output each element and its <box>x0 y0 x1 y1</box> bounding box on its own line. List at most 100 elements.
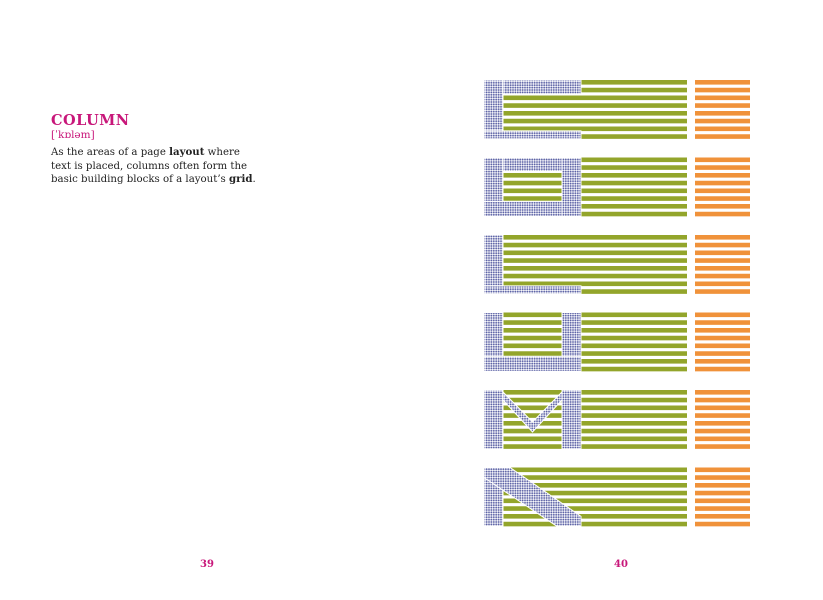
green-column-line <box>503 312 687 318</box>
orange-column-line <box>695 173 750 178</box>
orange-column-line <box>695 506 750 511</box>
green-column-line <box>503 157 687 163</box>
green-column-line <box>503 235 687 240</box>
entry-term: COLUMN <box>51 112 130 129</box>
green-column-line <box>503 266 687 271</box>
orange-column-line <box>695 235 750 240</box>
green-column-line <box>503 242 687 248</box>
green-column-line <box>503 436 687 442</box>
orange-column-line <box>695 490 750 496</box>
orange-column-line <box>695 467 750 473</box>
letter-u-block <box>483 312 750 372</box>
green-column-line <box>503 87 687 93</box>
orange-column-line <box>695 428 750 434</box>
definition-text: where text is placed, columns often form… <box>51 147 248 185</box>
orange-column-line <box>695 335 750 341</box>
orange-column-line <box>695 180 750 186</box>
green-column-line <box>503 118 687 124</box>
green-column-line <box>503 397 687 403</box>
green-column-line <box>503 95 687 101</box>
orange-column-line <box>695 312 750 318</box>
green-column-line <box>503 126 687 132</box>
green-column-line <box>503 211 687 217</box>
orange-column-line <box>695 498 750 504</box>
letter-n-block <box>483 467 750 527</box>
orange-column-line <box>695 289 750 294</box>
orange-column-line <box>695 242 750 248</box>
orange-column-line <box>695 266 750 271</box>
green-column-line <box>503 405 687 411</box>
green-column-line <box>503 351 687 356</box>
green-column-line <box>503 343 687 349</box>
green-column-line <box>503 521 687 527</box>
orange-column-line <box>695 320 750 325</box>
orange-column-line <box>695 421 750 426</box>
orange-column-line <box>695 196 750 201</box>
orange-column-line <box>695 351 750 356</box>
orange-column-line <box>695 397 750 403</box>
green-column-line <box>503 514 687 519</box>
orange-column-line <box>695 204 750 209</box>
green-column-line <box>503 467 687 473</box>
letter-m-block <box>483 389 750 450</box>
green-column-line <box>503 444 687 449</box>
green-column-line <box>503 188 687 194</box>
orange-column-line <box>695 405 750 411</box>
green-column-line <box>503 281 687 287</box>
green-column-line <box>503 180 687 186</box>
green-column-line <box>503 320 687 325</box>
letter-stroke <box>483 467 582 527</box>
green-column-line <box>503 196 687 201</box>
definition-text: . <box>252 174 256 185</box>
green-column-line <box>503 204 687 209</box>
orange-column-line <box>695 413 750 418</box>
green-column-line <box>503 289 687 294</box>
orange-column-line <box>695 250 750 256</box>
letter-stroke <box>483 389 504 450</box>
orange-column-line <box>695 359 750 364</box>
orange-column-line <box>695 95 750 101</box>
green-column-line <box>503 111 687 116</box>
definition-keyword: grid <box>229 173 253 185</box>
letter-stroke <box>483 234 504 295</box>
green-column-line <box>503 421 687 426</box>
green-column-line <box>503 483 687 488</box>
orange-column-line <box>695 111 750 116</box>
definition-keyword: layout <box>169 146 205 158</box>
letter-stroke <box>561 389 582 450</box>
green-column-line <box>503 250 687 256</box>
letter-c-block <box>483 79 750 140</box>
letter-stroke <box>483 285 582 295</box>
green-column-line <box>503 390 687 395</box>
green-column-line <box>503 498 687 504</box>
green-column-line <box>503 273 687 279</box>
green-column-line <box>503 428 687 434</box>
orange-column-line <box>695 328 750 333</box>
orange-column-line <box>695 134 750 139</box>
orange-column-line <box>695 118 750 124</box>
orange-column-line <box>695 87 750 93</box>
definition-text: As the areas of a page <box>51 147 170 158</box>
green-column-line <box>503 366 687 372</box>
green-column-line <box>503 165 687 170</box>
orange-column-line <box>695 258 750 263</box>
orange-column-line <box>695 343 750 349</box>
column-letters-illustration <box>483 79 750 527</box>
orange-column-line <box>695 165 750 170</box>
green-column-line <box>503 413 687 418</box>
orange-column-line <box>695 273 750 279</box>
orange-column-line <box>695 157 750 163</box>
letter-stroke <box>483 355 582 372</box>
orange-column-line <box>695 126 750 132</box>
green-column-line <box>503 490 687 496</box>
green-column-line <box>503 506 687 511</box>
left-page: COLUMN [ˈkɒləm] As the areas of a page l… <box>0 0 411 600</box>
orange-column-line <box>695 103 750 108</box>
green-column-line <box>503 335 687 341</box>
orange-column-line <box>695 436 750 442</box>
orange-column-line <box>695 444 750 449</box>
entry-definition: As the areas of a page layout where text… <box>51 146 256 187</box>
orange-column-line <box>695 188 750 194</box>
page-number-right: 40 <box>614 559 628 570</box>
orange-column-line <box>695 475 750 480</box>
